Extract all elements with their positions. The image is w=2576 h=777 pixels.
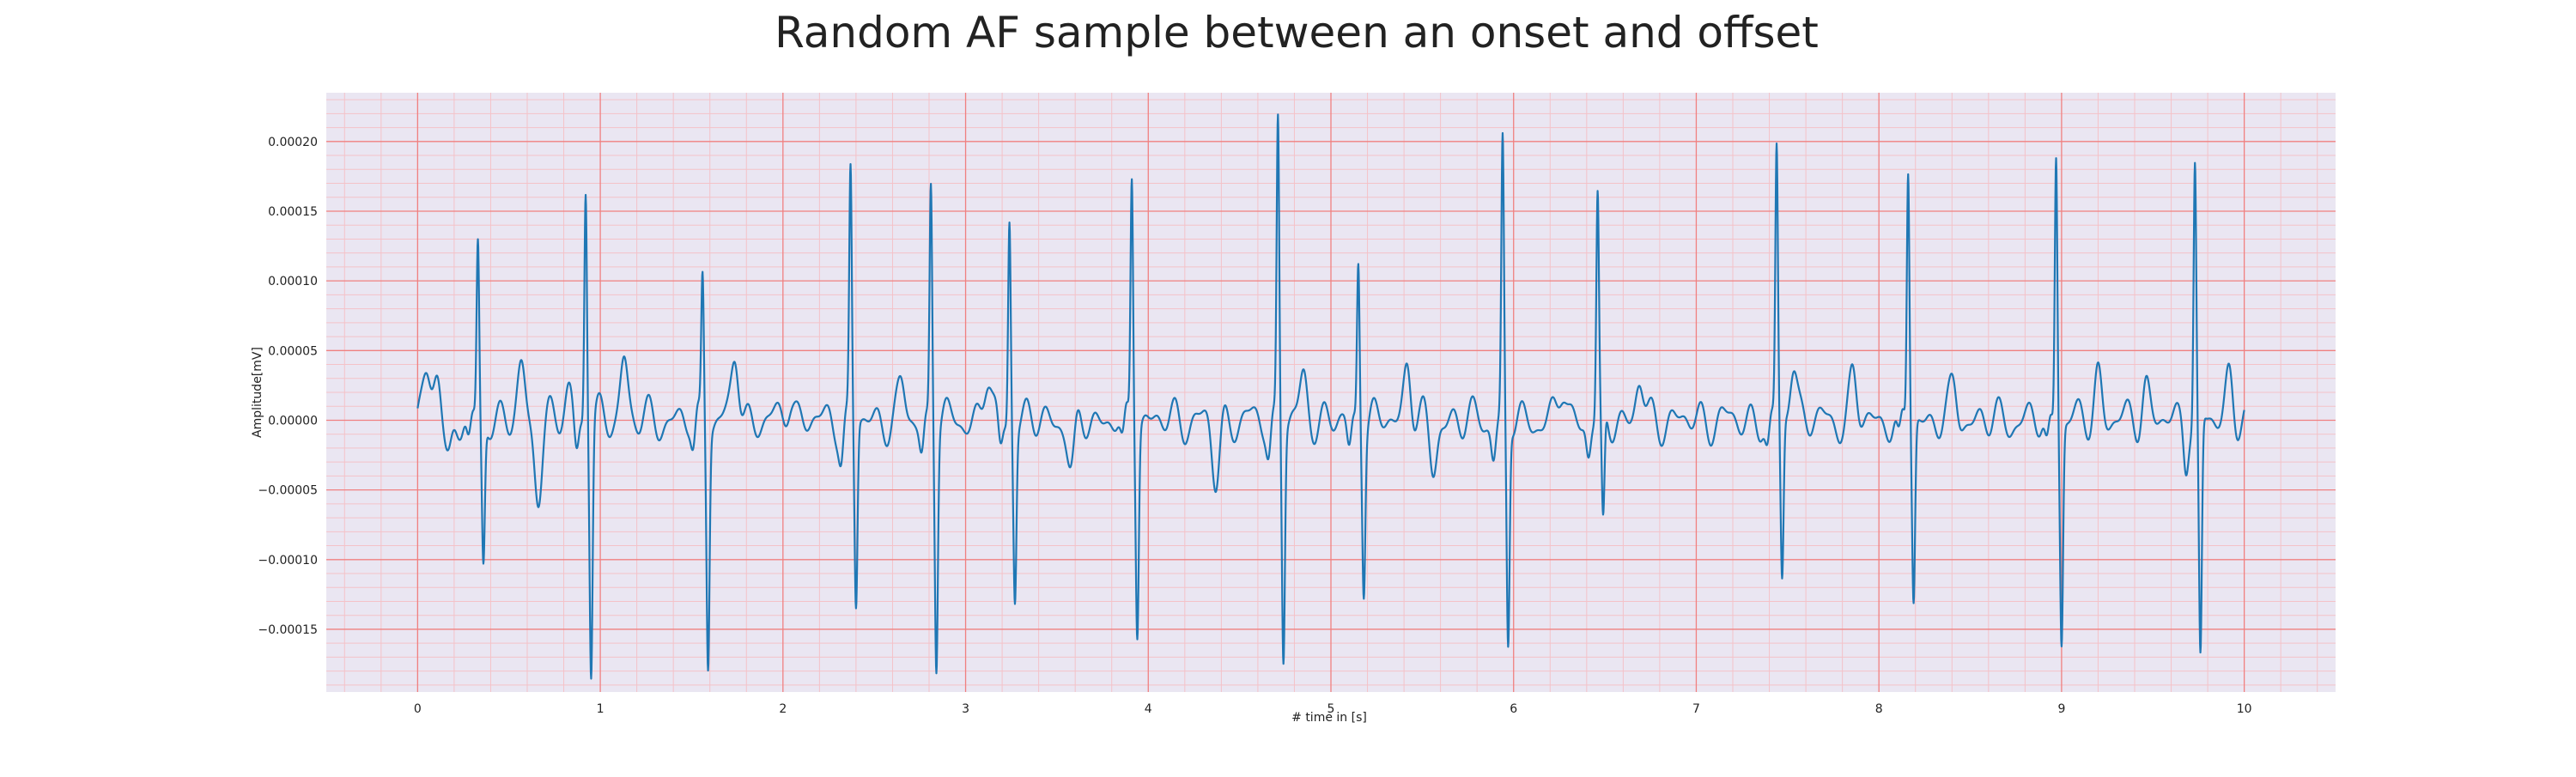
y-tick-label: 0.00010 — [268, 275, 318, 288]
y-tick-labels: −0.00015 −0.00010 −0.00005 0.00000 0.00005 0.… — [258, 136, 318, 637]
x-tick-label: 3 — [962, 702, 969, 716]
x-tick-label: 9 — [2057, 702, 2065, 716]
x-tick-label: 4 — [1145, 702, 1152, 716]
y-tick-label: −0.00005 — [258, 484, 318, 498]
x-tick-label: 5 — [1327, 702, 1335, 716]
y-tick-label: 0.00015 — [268, 205, 318, 219]
x-axis-label: # time in [s] — [1291, 711, 1367, 725]
y-tick-label: −0.00015 — [258, 623, 318, 637]
series-layer — [416, 113, 2245, 680]
x-tick-label: 6 — [1510, 702, 1517, 716]
y-tick-label: −0.00010 — [258, 554, 318, 568]
y-tick-label: 0.00020 — [268, 136, 318, 149]
y-axis-label: Amplitude[mV] — [251, 347, 264, 438]
x-tick-label: 10 — [2237, 702, 2252, 716]
x-tick-label: 1 — [597, 702, 605, 716]
chart-title: Random AF sample between an onset and of… — [775, 8, 1819, 58]
major-grid — [326, 93, 2336, 692]
x-tick-label: 7 — [1692, 702, 1700, 716]
x-tick-labels: 0 1 2 3 4 5 6 7 8 9 10 — [414, 702, 2252, 716]
y-tick-label: 0.00000 — [268, 414, 318, 428]
x-tick-label: 8 — [1875, 702, 1883, 716]
y-tick-label: 0.00005 — [268, 344, 318, 358]
x-tick-label: 2 — [779, 702, 787, 716]
series-line — [416, 113, 2245, 680]
x-tick-label: 0 — [414, 702, 422, 716]
